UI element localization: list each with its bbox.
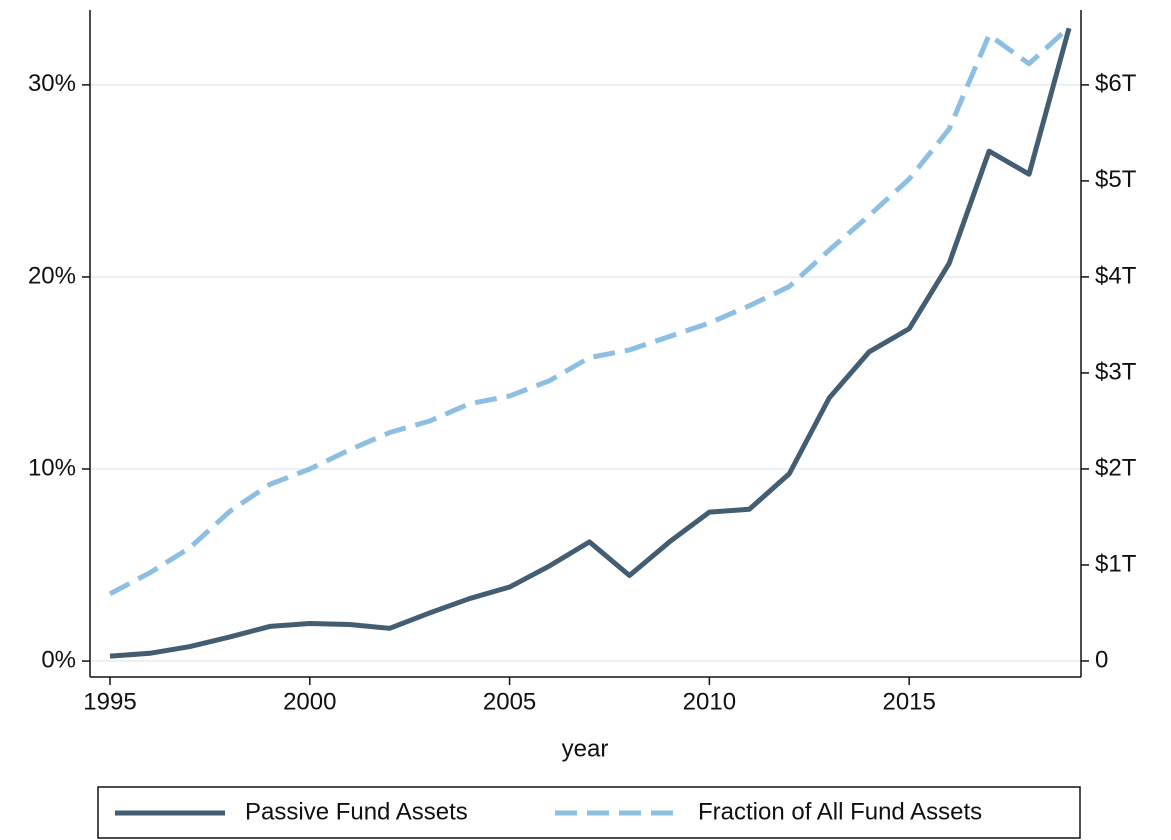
- y2-tick-label: $3T: [1095, 358, 1137, 385]
- x-tick-label: 2015: [882, 688, 935, 715]
- x-tick-label: 2010: [683, 688, 736, 715]
- series-line: [108, 25, 1071, 597]
- y2-tick-label: 0: [1095, 646, 1108, 673]
- y-tick-label: 30%: [28, 70, 76, 97]
- y2-tick-label: $1T: [1095, 550, 1137, 577]
- y2-tick-label: $2T: [1095, 454, 1137, 481]
- y2-tick-label: $4T: [1095, 262, 1137, 289]
- legend-label: Passive Fund Assets: [245, 798, 468, 825]
- series-line: [109, 27, 1072, 659]
- y2-tick-label: $5T: [1095, 166, 1137, 193]
- x-tick-label: 2005: [483, 688, 536, 715]
- y-tick-label: 0%: [41, 646, 76, 673]
- y-tick-label: 10%: [28, 454, 76, 481]
- x-tick-label: 2000: [283, 688, 336, 715]
- x-axis-label: year: [562, 735, 609, 762]
- legend-label: Fraction of All Fund Assets: [698, 798, 982, 825]
- x-tick-label: 1995: [83, 688, 136, 715]
- y2-tick-label: $6T: [1095, 70, 1137, 97]
- y-tick-label: 20%: [28, 262, 76, 289]
